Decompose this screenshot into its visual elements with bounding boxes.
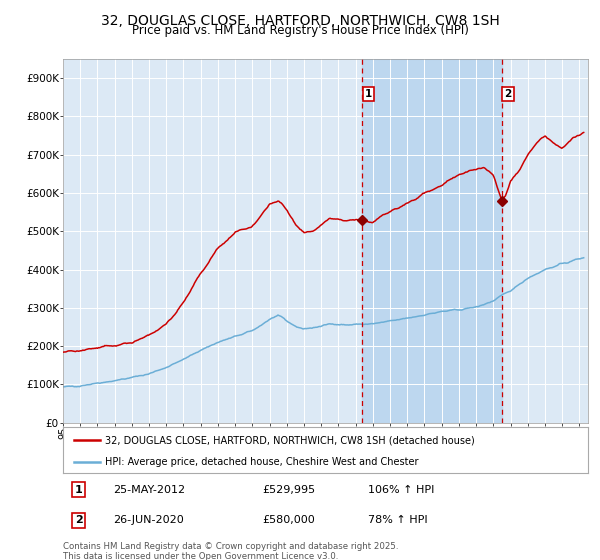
Text: 106% ↑ HPI: 106% ↑ HPI <box>367 484 434 494</box>
Text: 1: 1 <box>75 484 83 494</box>
Bar <box>362 59 502 423</box>
Text: 2: 2 <box>505 89 512 99</box>
Text: 78% ↑ HPI: 78% ↑ HPI <box>367 515 427 525</box>
Text: Contains HM Land Registry data © Crown copyright and database right 2025.
This d: Contains HM Land Registry data © Crown c… <box>63 542 398 560</box>
Text: 26-JUN-2020: 26-JUN-2020 <box>113 515 184 525</box>
Text: 1: 1 <box>365 89 372 99</box>
Text: £529,995: £529,995 <box>263 484 316 494</box>
Text: HPI: Average price, detached house, Cheshire West and Chester: HPI: Average price, detached house, Ches… <box>105 457 419 467</box>
Text: £580,000: £580,000 <box>263 515 315 525</box>
Text: Price paid vs. HM Land Registry's House Price Index (HPI): Price paid vs. HM Land Registry's House … <box>131 24 469 37</box>
Text: 25-MAY-2012: 25-MAY-2012 <box>113 484 185 494</box>
Text: 2: 2 <box>75 515 83 525</box>
Text: 32, DOUGLAS CLOSE, HARTFORD, NORTHWICH, CW8 1SH (detached house): 32, DOUGLAS CLOSE, HARTFORD, NORTHWICH, … <box>105 435 475 445</box>
Text: 32, DOUGLAS CLOSE, HARTFORD, NORTHWICH, CW8 1SH: 32, DOUGLAS CLOSE, HARTFORD, NORTHWICH, … <box>101 14 499 28</box>
